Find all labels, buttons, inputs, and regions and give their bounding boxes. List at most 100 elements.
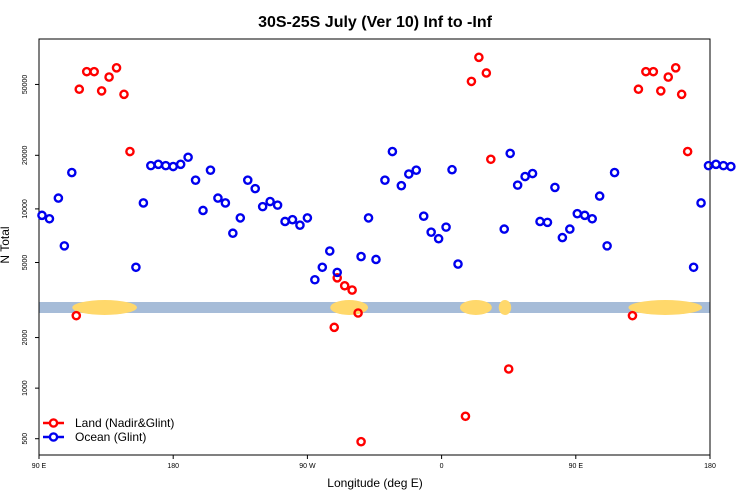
land-point: [339, 280, 350, 291]
land-point: [676, 89, 687, 100]
land-segment: [72, 300, 137, 315]
y-tick-label: 50000: [22, 75, 29, 95]
land-point: [96, 86, 107, 96]
land-point: [111, 63, 122, 73]
x-axis-label: Longitude (deg E): [327, 476, 422, 490]
ocean-point: [175, 159, 186, 170]
legend: Land (Nadir&Glint)Ocean (Glint): [43, 416, 174, 444]
ocean-point: [67, 167, 77, 178]
plot-frame: [38, 38, 711, 456]
ocean-point: [688, 262, 699, 273]
land-point: [503, 364, 514, 374]
ocean-point: [557, 232, 568, 243]
ocean-point: [718, 160, 729, 171]
x-tick-label: 90 E: [569, 463, 584, 470]
land-point: [486, 154, 496, 165]
plot-border: [38, 38, 711, 456]
land-point: [356, 436, 366, 447]
ocean-point: [387, 146, 398, 157]
y-axis-label: N Total: [0, 226, 12, 263]
ocean-point: [396, 180, 407, 191]
ocean-point: [550, 182, 560, 193]
land-segment: [459, 300, 492, 315]
legend-label: Ocean (Glint): [75, 430, 146, 444]
ocean-point: [324, 246, 335, 256]
data-points: [37, 52, 736, 447]
ocean-point: [131, 262, 141, 273]
land-point: [71, 310, 82, 321]
ocean-point: [594, 191, 605, 201]
x-tick-label: 180: [167, 463, 179, 470]
ocean-point: [356, 251, 366, 262]
ocean-point: [190, 175, 201, 185]
land-segment: [498, 300, 512, 315]
ocean-point: [527, 168, 538, 179]
land-point: [119, 89, 129, 100]
ocean-point: [287, 214, 298, 225]
y-tick-label: 5000: [22, 255, 29, 271]
land-point: [89, 66, 99, 77]
land-point: [655, 86, 666, 96]
ocean-point: [512, 180, 523, 190]
ocean-point: [542, 217, 553, 228]
ocean-point: [453, 259, 463, 269]
ocean-point: [53, 193, 64, 203]
y-axis-ticks: 500 1000 2000 5000 10000 20000 50000: [22, 75, 39, 445]
y-tick-label: 1000: [22, 380, 29, 396]
land-point: [332, 273, 343, 283]
ocean-point: [565, 224, 575, 234]
ocean-series: [37, 146, 736, 285]
ocean-point: [242, 175, 253, 185]
ocean-point: [272, 200, 283, 210]
x-tick-label: 90 W: [299, 463, 316, 470]
x-axis-ticks: 90 E 180 90 W 0 90 E 180: [32, 455, 716, 470]
legend-marker: [48, 418, 59, 428]
land-point: [474, 52, 484, 63]
land-point: [460, 411, 471, 422]
land-series: [71, 52, 693, 447]
land-point: [81, 66, 92, 77]
land-point: [353, 308, 363, 318]
land-point: [125, 146, 135, 157]
ocean-point: [138, 198, 149, 208]
land-point: [104, 72, 114, 82]
ocean-point: [602, 241, 612, 251]
x-tick-label: 180: [704, 463, 716, 470]
land-point: [641, 66, 651, 77]
ocean-point: [146, 160, 156, 171]
ocean-point: [168, 161, 178, 172]
land-point: [481, 68, 492, 78]
ocean-point: [310, 274, 320, 285]
ocean-point: [220, 198, 231, 208]
ocean-point: [198, 205, 208, 216]
ocean-point: [250, 183, 261, 194]
ocean-point: [213, 193, 223, 203]
ocean-point: [302, 213, 313, 223]
ocean-point: [441, 222, 451, 232]
y-tick-label: 10000: [22, 199, 29, 219]
land-point: [74, 84, 85, 95]
ocean-point: [418, 211, 429, 221]
ocean-point: [257, 201, 268, 212]
x-tick-label: 0: [440, 463, 444, 470]
ocean-point: [535, 216, 545, 227]
ocean-point: [295, 220, 305, 230]
y-tick-label: 20000: [22, 145, 29, 165]
ocean-point: [433, 233, 444, 244]
ocean-point: [44, 213, 55, 224]
x-tick-label: 90 E: [32, 463, 47, 470]
ocean-point: [59, 241, 70, 251]
ocean-point: [572, 208, 583, 219]
ocean-point: [426, 227, 436, 237]
ocean-point: [403, 169, 414, 179]
ocean-point: [183, 152, 193, 163]
ocean-point: [153, 159, 164, 170]
ocean-point: [505, 148, 515, 159]
land-segment: [628, 300, 703, 315]
ocean-point: [317, 262, 328, 273]
y-tick-label: 500: [22, 433, 29, 445]
ocean-point: [711, 159, 721, 170]
land-point: [682, 146, 693, 157]
ocean-point: [587, 213, 598, 224]
